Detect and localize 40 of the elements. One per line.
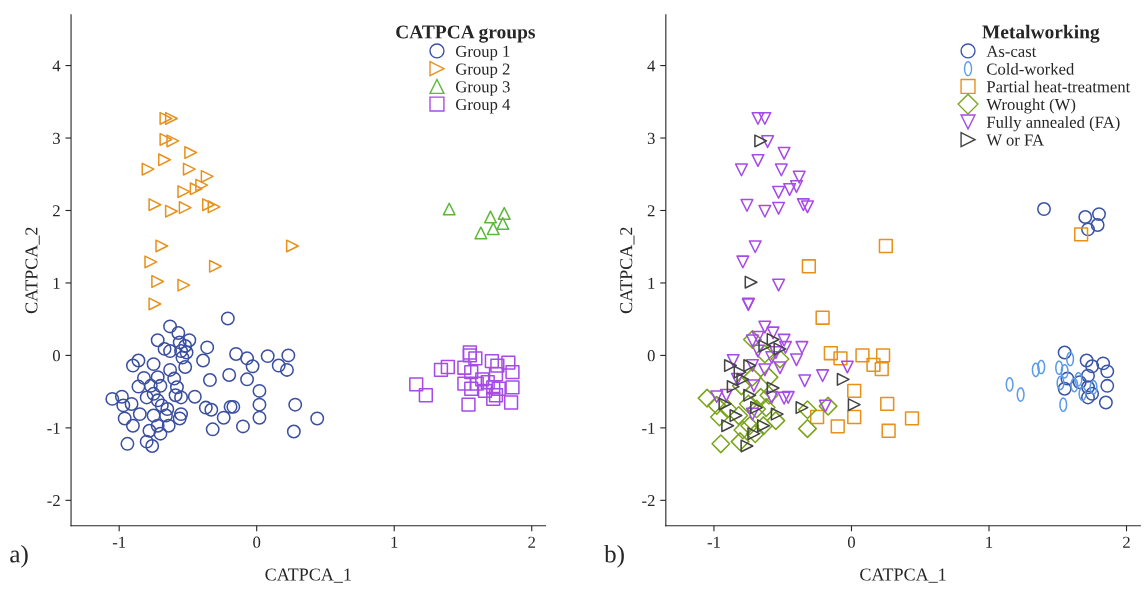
y-tick-label: 2 [647, 205, 655, 217]
legend-label: W or FA [986, 134, 1044, 146]
y-tick-label: 3 [647, 132, 655, 144]
y-tick-label: 0 [647, 350, 655, 362]
y-tick-label: -2 [47, 495, 60, 507]
x-tick-label: 1 [986, 536, 993, 548]
y-tick-label: 1 [53, 277, 60, 289]
text: b) [604, 545, 624, 568]
x-tick-label: 2 [528, 536, 535, 548]
y-tick-label: 4 [647, 60, 656, 72]
legend-label: Group 4 [455, 98, 511, 114]
y-tick-label: -1 [642, 422, 655, 434]
x-tick-label: -1 [707, 536, 720, 548]
x-tick-label: 0 [253, 536, 261, 548]
text: a) [10, 545, 28, 568]
legend-label: Group 2 [455, 63, 510, 79]
legend-title: Metalworking [982, 24, 1100, 43]
y-tick-label: 1 [648, 277, 655, 289]
legend-label: Partial heat-treatment [986, 80, 1131, 93]
y-tick-label: 3 [53, 132, 60, 144]
x-axis-title: CATPCA_1 [265, 568, 351, 583]
x-axis-title: CATPCA_1 [860, 568, 946, 583]
legend-label: Fully annealed (FA) [986, 116, 1120, 132]
legend-label: Group 1 [455, 45, 510, 61]
y-tick-label: 0 [52, 350, 60, 362]
legend-label: As-cast [986, 45, 1037, 57]
x-tick-label: 1 [391, 536, 398, 548]
y-axis-title: CATPCA_2 [25, 227, 40, 314]
legend-label: Cold-worked [987, 62, 1075, 75]
legend-label: Wrought (W) [986, 98, 1076, 114]
x-tick-label: -1 [112, 536, 126, 548]
y-axis-title: CATPCA_2 [620, 227, 635, 314]
y-tick-label: 2 [53, 205, 60, 217]
x-tick-label: 0 [847, 536, 856, 548]
legend-title: CATPCA groups [396, 25, 536, 43]
legend-label: Group 3 [455, 81, 510, 96]
x-tick-label: 2 [1123, 536, 1130, 548]
y-tick-label: -2 [642, 495, 655, 507]
y-tick-label: -1 [47, 422, 60, 434]
y-tick-label: 4 [52, 60, 61, 72]
